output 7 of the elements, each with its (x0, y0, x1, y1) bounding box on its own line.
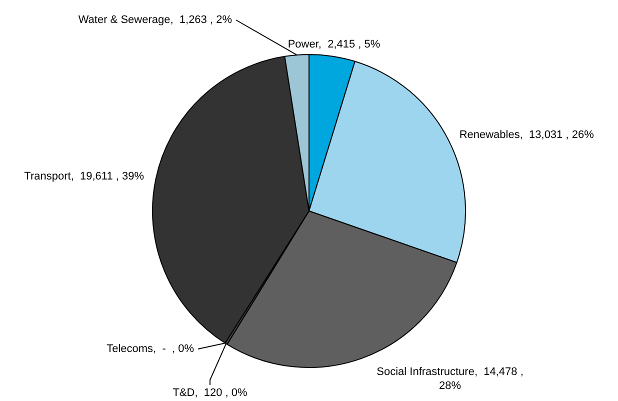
slice-label: Transport, 19,611 , 39% (24, 170, 144, 183)
legend-label: Telecoms, - , 0% (106, 343, 194, 356)
slice-label: Renewables, 13,031 , 26% (459, 128, 594, 141)
slice-label: Social Infrastructure, 14,478 , 28% (376, 366, 524, 392)
slice-label: T&D, 120 , 0% (172, 387, 248, 400)
slice-label: Power, 2,415 , 5% (288, 38, 380, 50)
slice-label: Water & Sewerage, 1,263 , 2% (78, 14, 232, 26)
